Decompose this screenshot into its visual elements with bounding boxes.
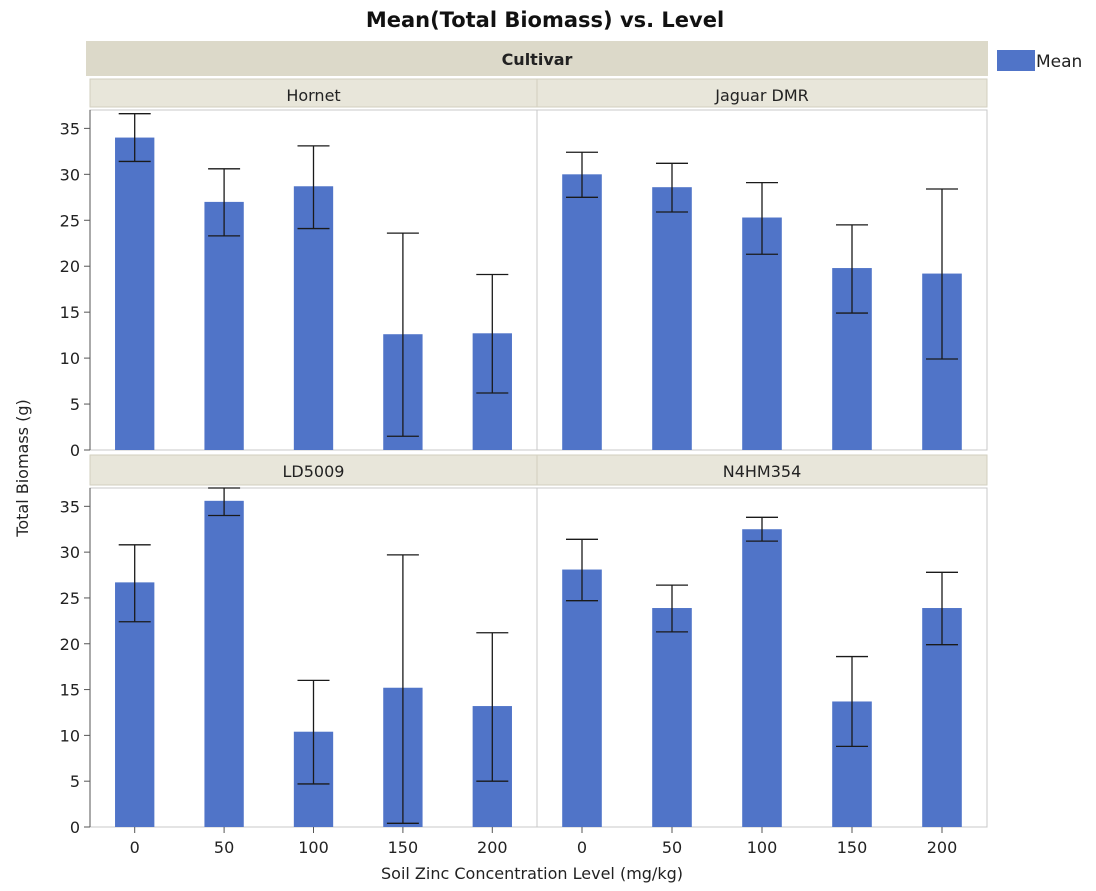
panel-strip-label: LD5009 xyxy=(283,462,345,481)
x-tick-label: 100 xyxy=(298,838,329,857)
y-tick-label: 35 xyxy=(60,119,80,138)
bar xyxy=(562,569,602,827)
panel-strip xyxy=(89,78,538,108)
y-tick-label: 20 xyxy=(60,635,80,654)
bar xyxy=(115,582,155,827)
legend-swatch xyxy=(997,50,1035,71)
bar xyxy=(652,608,692,827)
y-tick-label: 0 xyxy=(70,818,80,837)
group-header-label: Cultivar xyxy=(502,50,573,69)
panel-strip-label: N4HM354 xyxy=(723,462,802,481)
x-tick-label: 50 xyxy=(662,838,682,857)
x-tick-label: 0 xyxy=(577,838,587,857)
bar xyxy=(562,174,602,450)
y-tick-label: 5 xyxy=(70,395,80,414)
panel-strip xyxy=(536,78,988,108)
bar xyxy=(204,201,244,450)
panel-strip xyxy=(89,454,538,486)
x-tick-label: 200 xyxy=(927,838,958,857)
group-header-strip xyxy=(86,41,988,76)
legend: Mean xyxy=(997,50,1082,72)
y-tick-label: 15 xyxy=(60,681,80,700)
bar xyxy=(204,500,244,827)
y-tick-label: 30 xyxy=(60,165,80,184)
bar xyxy=(742,529,782,827)
y-tick-label: 25 xyxy=(60,211,80,230)
chart-title: Mean(Total Biomass) vs. Level xyxy=(366,8,724,32)
y-tick-label: 35 xyxy=(60,497,80,516)
y-axis-label: Total Biomass (g) xyxy=(13,399,32,537)
bar xyxy=(742,217,782,450)
y-tick-label: 10 xyxy=(60,349,80,368)
panels-layer: Hornet 0 5 10 15 20 25 30 35 Jaguar DMR LD5009 0 5 10… xyxy=(60,78,988,857)
y-tick-label: 0 xyxy=(70,441,80,460)
panel-2: LD5009 0 5 10 15 20 25 30 35 0 50 100 150 200 xyxy=(60,454,538,857)
x-axis-label: Soil Zinc Concentration Level (mg/kg) xyxy=(381,864,683,883)
y-tick-label: 10 xyxy=(60,726,80,745)
y-tick-label: 5 xyxy=(70,772,80,791)
panel-3: N4HM354 0 50 100 150 200 xyxy=(536,454,988,857)
panel-strip-label: Hornet xyxy=(286,86,340,105)
y-tick-label: 25 xyxy=(60,589,80,608)
panel-strip xyxy=(536,454,988,486)
bar xyxy=(115,137,155,450)
y-tick-label: 15 xyxy=(60,303,80,322)
x-tick-label: 50 xyxy=(214,838,234,857)
legend-label: Mean xyxy=(1036,52,1082,72)
bar xyxy=(293,186,334,450)
bar xyxy=(652,187,692,450)
y-tick-label: 20 xyxy=(60,257,80,276)
y-tick-label: 30 xyxy=(60,543,80,562)
x-tick-label: 0 xyxy=(130,838,140,857)
panel-strip-label: Jaguar DMR xyxy=(714,86,809,105)
x-tick-label: 150 xyxy=(837,838,868,857)
panel-1: Jaguar DMR xyxy=(536,78,988,451)
x-tick-label: 100 xyxy=(747,838,778,857)
panel-0: Hornet 0 5 10 15 20 25 30 35 xyxy=(60,78,538,460)
x-tick-label: 150 xyxy=(388,838,419,857)
x-tick-label: 200 xyxy=(477,838,508,857)
